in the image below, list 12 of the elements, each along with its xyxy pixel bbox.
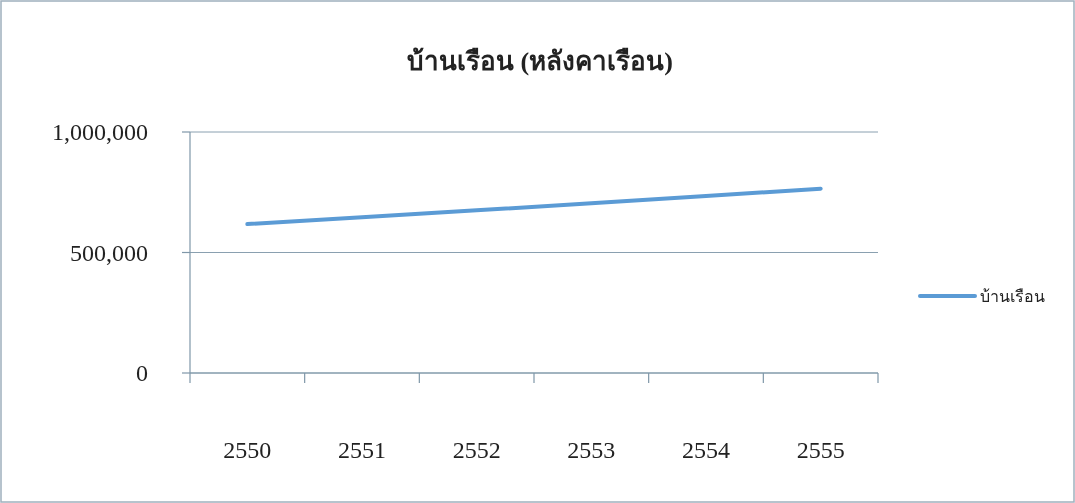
x-tick-label: 2553: [567, 437, 616, 464]
x-tick-label: 2552: [452, 437, 501, 464]
chart-title: บ้านเรือน (หลังคาเรือน): [407, 47, 673, 76]
x-tick-label: 2550: [223, 437, 272, 464]
legend-label: บ้านเรือน: [980, 286, 1045, 306]
x-tick-label: 2554: [682, 437, 730, 464]
line-series: [245, 186, 823, 227]
x-tick-label: 2551: [338, 437, 386, 464]
y-tick-label: 1,000,000: [52, 119, 148, 146]
y-tick-label: 500,000: [70, 239, 148, 266]
x-tick-label: 2555: [796, 437, 845, 464]
y-tick-label: 0: [136, 360, 148, 387]
